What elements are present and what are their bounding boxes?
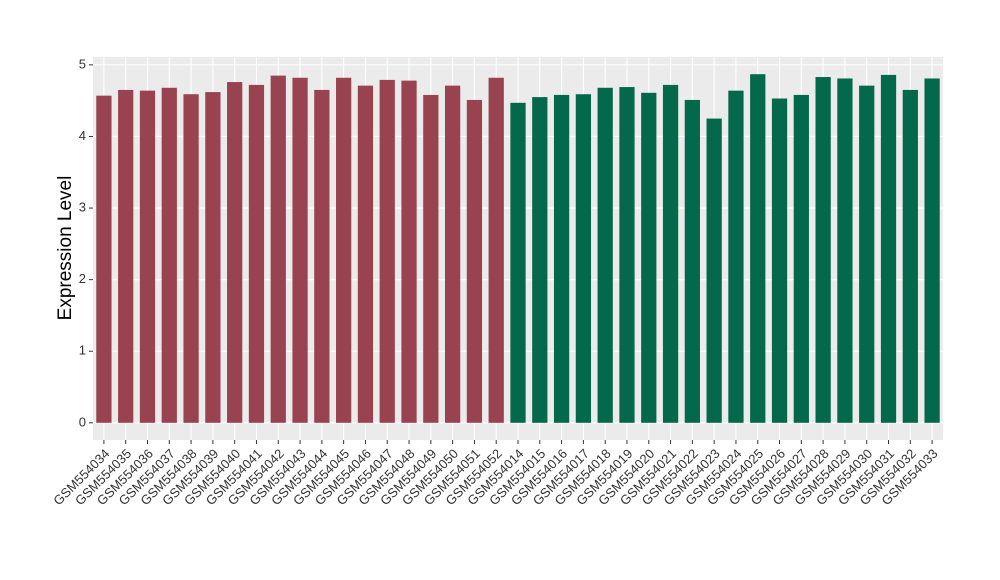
bar bbox=[728, 90, 744, 423]
bar bbox=[793, 94, 809, 423]
bar bbox=[466, 99, 483, 423]
bar bbox=[771, 98, 788, 423]
y-tick-label: 4 bbox=[79, 128, 86, 143]
bar bbox=[292, 77, 308, 423]
bar bbox=[815, 77, 831, 423]
bar bbox=[662, 84, 679, 423]
bar bbox=[357, 85, 374, 423]
bar bbox=[118, 89, 134, 423]
y-axis-title: Expression Level bbox=[55, 176, 76, 321]
bar bbox=[227, 82, 243, 423]
bar bbox=[597, 87, 613, 423]
y-tick-label: 2 bbox=[79, 271, 86, 286]
bar bbox=[96, 95, 112, 423]
bar bbox=[423, 94, 439, 423]
y-tick-label: 1 bbox=[79, 343, 86, 358]
y-tick-label: 5 bbox=[79, 56, 86, 71]
bar bbox=[248, 84, 265, 423]
bar bbox=[880, 74, 897, 423]
bar bbox=[750, 74, 766, 423]
bar bbox=[401, 80, 417, 423]
bar bbox=[641, 92, 657, 423]
bar bbox=[532, 97, 548, 423]
bar bbox=[270, 75, 286, 423]
bar bbox=[553, 94, 570, 423]
bar bbox=[619, 87, 635, 423]
bar bbox=[859, 85, 875, 423]
bar bbox=[706, 118, 722, 423]
bar bbox=[379, 79, 395, 423]
bar bbox=[510, 102, 526, 423]
bar bbox=[902, 89, 918, 423]
y-tick-label: 0 bbox=[79, 414, 86, 429]
bar bbox=[924, 78, 940, 423]
bar bbox=[684, 99, 700, 423]
bar bbox=[837, 78, 853, 423]
bar bbox=[444, 85, 461, 423]
bar bbox=[205, 92, 221, 423]
bar bbox=[488, 77, 504, 423]
bar bbox=[183, 94, 199, 423]
bar bbox=[336, 77, 352, 423]
bar bbox=[139, 90, 156, 423]
bar bbox=[575, 94, 592, 423]
bar bbox=[314, 89, 330, 423]
y-tick-label: 3 bbox=[79, 199, 86, 214]
bar bbox=[161, 87, 177, 423]
